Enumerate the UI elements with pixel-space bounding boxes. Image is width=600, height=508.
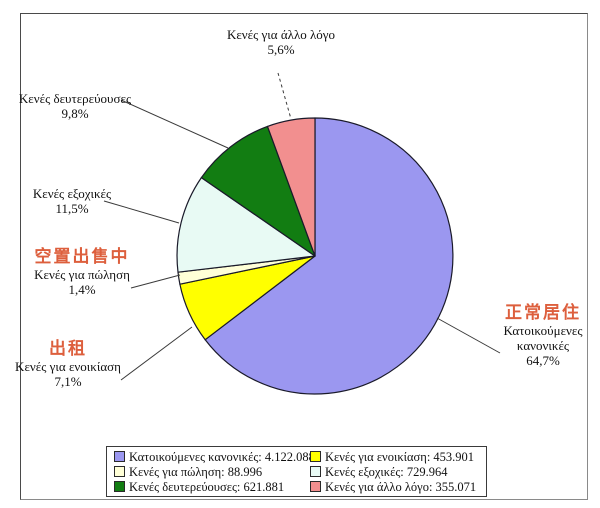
leader-line-occupied [436,317,501,354]
legend-item-occupied: Κατοικούμενες κανονικές: 4.122.088 [114,450,315,464]
callout-holiday: Κενές εξοχικές 11,5% [33,186,111,216]
cn-annotation-for-rent: 出租 [48,339,87,358]
legend-label: Κενές για ενοικίαση: 453.901 [325,449,475,464]
slice-percent: 11,5% [55,201,89,216]
slice-percent: 7,1% [54,374,82,389]
chart-legend: Κατοικούμενες κανονικές: 4.122.088 Κενές… [106,446,487,497]
leader-line-secondary [120,99,229,149]
legend-swatch [310,466,321,477]
pie-slice-3 [176,177,316,273]
legend-item-holiday: Κενές εξοχικές: 729.964 [310,465,482,479]
legend-item-for-sale: Κενές για πώληση: 88.996 [114,465,310,479]
slice-label: Κενές για πώληση [34,267,130,282]
legend-swatch [310,451,321,462]
legend-label: Κατοικούμενες κανονικές: 4.122.088 [129,449,315,464]
pie-slices-group [176,117,454,395]
callout-other-reason: Κενές για άλλο λόγο 5,6% [227,27,335,57]
leader-lines-group [103,72,501,381]
legend-label: Κενές εξοχικές: 729.964 [325,464,448,479]
cn-annotation-occupied: 正常居住 [505,303,581,322]
legend-item-secondary: Κενές δευτερεύουσες: 621.881 [114,480,310,494]
legend-item-for-rent: Κενές για ενοικίαση: 453.901 [310,450,482,464]
leader-line-holiday [103,200,180,224]
pie-slice-0 [204,117,454,395]
legend-swatch [114,451,125,462]
slice-percent: 64,7% [526,353,560,368]
callout-secondary: Κενές δευτερεύουσες 9,8% [19,91,131,121]
legend-swatch [114,481,125,492]
slice-percent: 9,8% [61,106,89,121]
legend-label: Κενές για πώληση: 88.996 [129,464,263,479]
legend-label: Κενές δευτερεύουσες: 621.881 [129,479,285,494]
legend-item-other-reason: Κενές για άλλο λόγο: 355.071 [310,480,482,494]
slice-label: Κενές για άλλο λόγο [226,27,336,42]
leader-line-for-rent [120,326,193,381]
slice-percent: 5,6% [267,42,295,57]
leader-line-for-sale [130,274,181,289]
pie-slice-4 [200,125,316,257]
callout-for-rent: 出租 Κενές για ενοικίαση 7,1% [15,338,121,389]
pie-slice-5 [266,117,316,257]
slice-label: Κενές εξοχικές [32,186,112,201]
cn-annotation-for-sale: 空置出售中 [34,247,130,266]
legend-label: Κενές για άλλο λόγο: 355.071 [325,479,477,494]
slice-label-line2: κανονικές [516,338,570,353]
legend-swatch [114,466,125,477]
leader-line-other-reason [277,72,292,120]
callout-for-sale: 空置出售中 Κενές για πώληση 1,4% [34,246,130,297]
slice-label: Κενές δευτερεύουσες [18,91,132,106]
slice-label: Κενές για ενοικίαση [15,359,121,374]
legend-swatch [310,481,321,492]
callout-occupied: 正常居住 Κατοικούμενες κανονικές 64,7% [503,302,582,368]
slice-label-line1: Κατοικούμενες [503,323,583,338]
slice-percent: 1,4% [68,282,96,297]
